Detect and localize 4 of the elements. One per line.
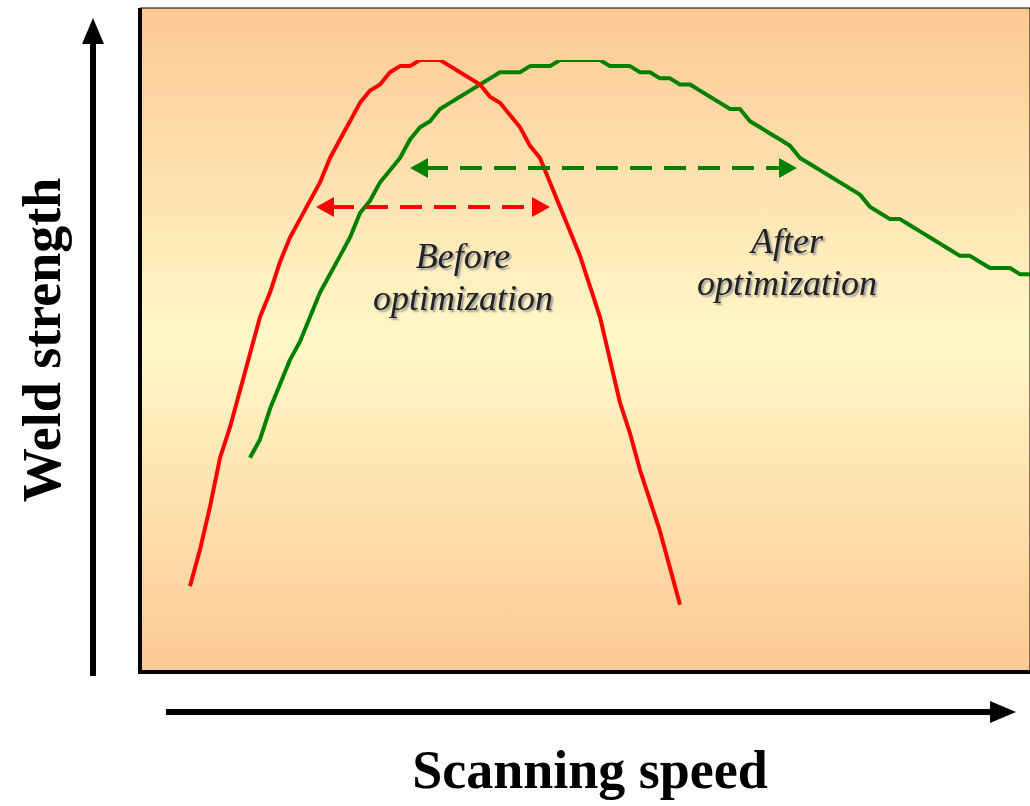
x-axis-title: Scanning speed [412, 739, 768, 801]
y-axis-title: Weld strength [11, 177, 73, 503]
legend-label: After optimization [696, 220, 878, 304]
legend-label: Before optimization [372, 235, 554, 319]
